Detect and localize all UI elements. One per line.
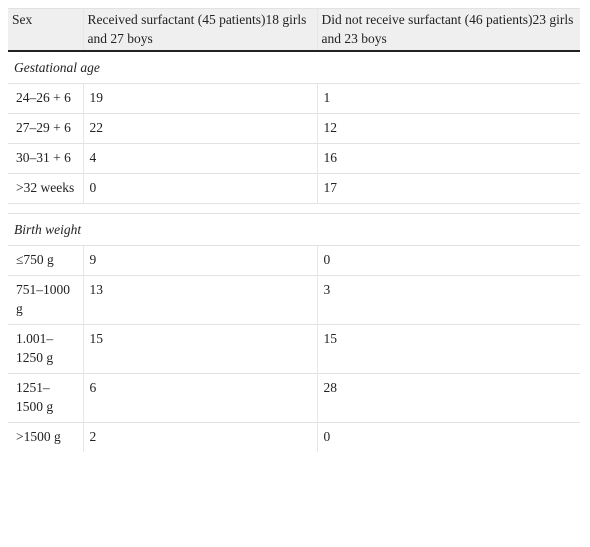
table-body: Gestational age 24–26 + 6 19 1 27–29 + 6 22 12…	[8, 50, 580, 452]
row-label: 1251–1500 g	[8, 373, 83, 423]
row-label: 30–31 + 6	[8, 143, 83, 174]
cell-value: 4	[82, 143, 317, 174]
cell-value: 15	[82, 324, 317, 374]
cell-value: 0	[316, 245, 580, 276]
row-label: >32 weeks	[8, 173, 83, 204]
data-row: 30–31 + 6 4 16	[8, 143, 580, 174]
spacer-cell	[8, 203, 580, 214]
cell-value: 2	[82, 422, 317, 452]
cell-value: 19	[82, 83, 317, 114]
row-label: 24–26 + 6	[8, 83, 83, 114]
cell-value: 15	[316, 324, 580, 374]
cell-value: 6	[82, 373, 317, 423]
cell-value: 28	[316, 373, 580, 423]
cell-value: 0	[82, 173, 317, 204]
cell-value: 3	[316, 275, 580, 325]
cell-value: 1	[316, 83, 580, 114]
cell-value: 17	[316, 173, 580, 204]
header-cell: Did not receive surfactant (46 patients)…	[316, 8, 580, 52]
spacer-row	[8, 203, 580, 214]
cell-value: 9	[82, 245, 317, 276]
section-title: Gestational age	[8, 50, 580, 84]
header-cell: Received surfactant (45 patients)18 girl…	[82, 8, 317, 52]
row-label: 751–1000 g	[8, 275, 83, 325]
data-table: Sex Received surfactant (45 patients)18 …	[8, 8, 580, 452]
data-row: 24–26 + 6 19 1	[8, 83, 580, 114]
data-row: 1.001–1250 g 15 15	[8, 324, 580, 374]
cell-value: 22	[82, 113, 317, 144]
data-row: >32 weeks 0 17	[8, 173, 580, 204]
cell-value: 13	[82, 275, 317, 325]
header-cell: Sex	[8, 8, 83, 52]
row-label: 27–29 + 6	[8, 113, 83, 144]
cell-value: 12	[316, 113, 580, 144]
section-row: Birth weight	[8, 213, 580, 246]
data-row: 27–29 + 6 22 12	[8, 113, 580, 144]
cell-value: 16	[316, 143, 580, 174]
table-header: Sex Received surfactant (45 patients)18 …	[8, 8, 580, 52]
data-row: 751–1000 g 13 3	[8, 275, 580, 325]
header-row: Sex Received surfactant (45 patients)18 …	[8, 8, 580, 52]
row-label: ≤750 g	[8, 245, 83, 276]
cell-value: 0	[316, 422, 580, 452]
row-label: >1500 g	[8, 422, 83, 452]
section-title: Birth weight	[8, 213, 580, 246]
row-label: 1.001–1250 g	[8, 324, 83, 374]
section-row: Gestational age	[8, 50, 580, 84]
data-row: 1251–1500 g 6 28	[8, 373, 580, 423]
